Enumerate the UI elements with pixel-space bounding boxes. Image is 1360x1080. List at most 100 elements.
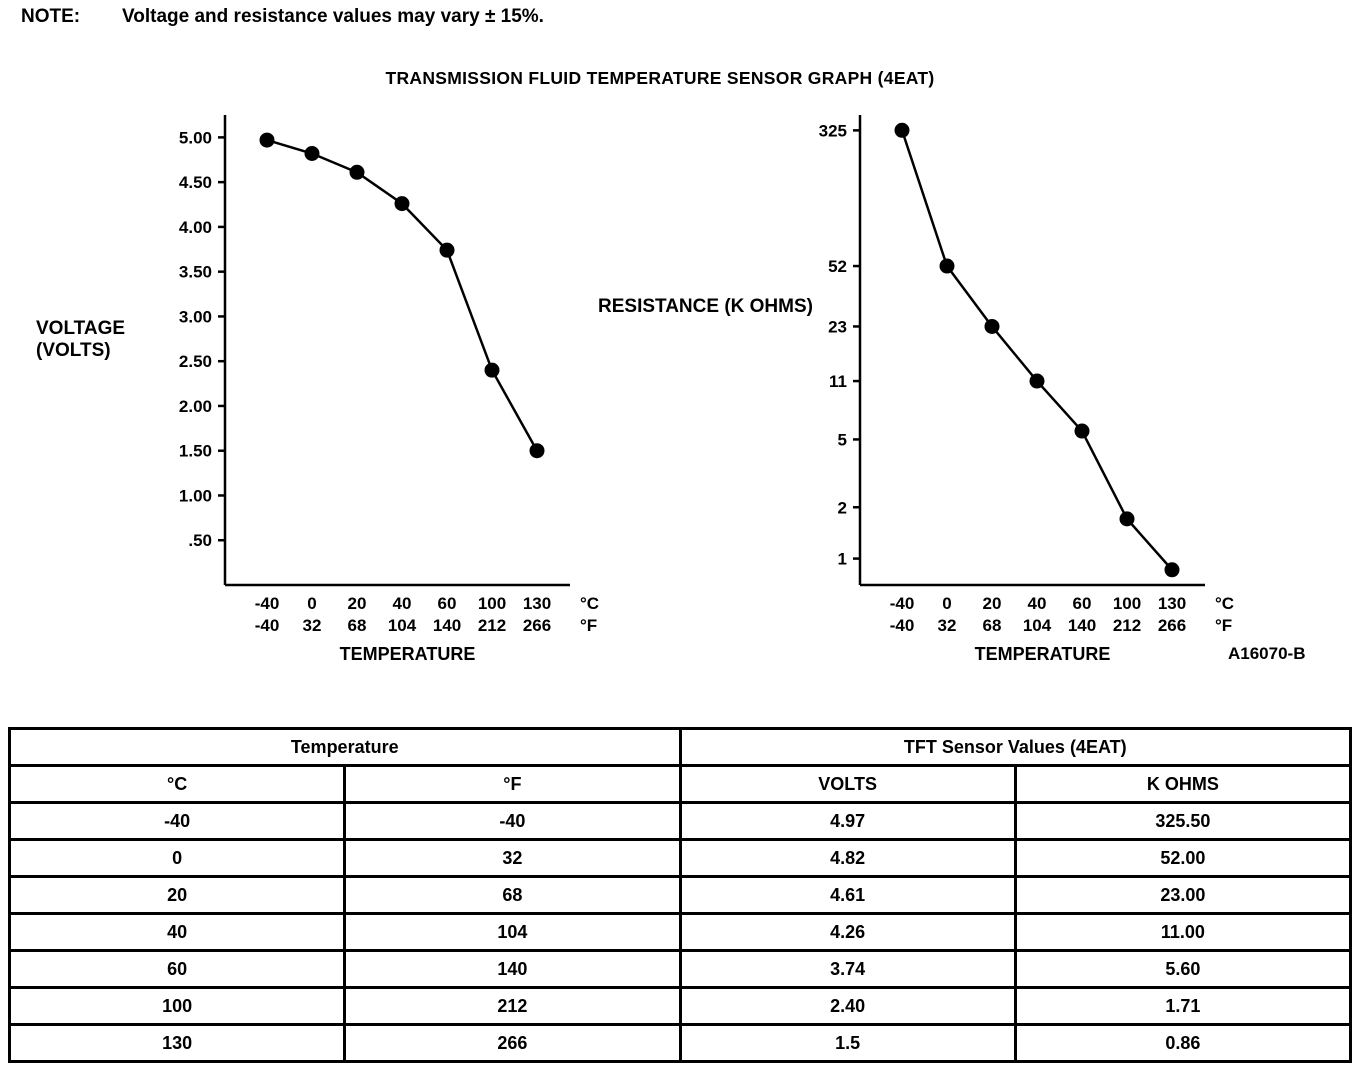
svg-text:40: 40 — [393, 594, 412, 613]
table-row: 60 140 3.74 5.60 — [7, 949, 1353, 989]
col-header-fahrenheit: °F — [343, 764, 682, 804]
svg-text:20: 20 — [983, 594, 1002, 613]
cell-fahrenheit: 32 — [343, 838, 682, 878]
svg-text:°F: °F — [580, 616, 597, 635]
table-row: 130 266 1.5 0.86 — [7, 1023, 1353, 1063]
cell-fahrenheit: 266 — [343, 1023, 682, 1063]
svg-text:40: 40 — [1028, 594, 1047, 613]
voltage-chart: 5.00 4.50 4.00 3.50 3.00 2.50 2.00 1.50 1.00 .50 -… — [179, 115, 599, 635]
cell-volts: 4.97 — [678, 801, 1017, 841]
svg-text:1.00: 1.00 — [179, 486, 212, 505]
voltage-axis-label: VOLTAGE (VOLTS) — [36, 318, 126, 361]
table-row: -40 -40 4.97 325.50 — [7, 801, 1353, 841]
svg-text:3.50: 3.50 — [179, 263, 212, 282]
cell-kohms: 325.50 — [1013, 801, 1353, 841]
svg-text:130: 130 — [523, 594, 551, 613]
cell-kohms: 11.00 — [1013, 912, 1353, 952]
cell-fahrenheit: -40 — [343, 801, 682, 841]
svg-text:5: 5 — [838, 430, 847, 449]
svg-text:0: 0 — [942, 594, 951, 613]
svg-text:266: 266 — [1158, 616, 1186, 635]
cell-volts: 1.5 — [678, 1023, 1017, 1063]
cell-fahrenheit: 104 — [343, 912, 682, 952]
svg-text:140: 140 — [433, 616, 461, 635]
note-label: NOTE: — [21, 6, 81, 27]
cell-celsius: 0 — [7, 838, 347, 878]
col-header-kohms: K OHMS — [1013, 764, 1353, 804]
note-text: Voltage and resistance values may vary ±… — [122, 6, 544, 27]
svg-text:68: 68 — [348, 616, 367, 635]
svg-text:2: 2 — [838, 498, 847, 517]
cell-celsius: 20 — [7, 875, 347, 915]
svg-text:60: 60 — [438, 594, 457, 613]
cell-celsius: 130 — [7, 1023, 347, 1063]
cell-volts: 3.74 — [678, 949, 1017, 989]
table-row: 0 32 4.82 52.00 — [7, 838, 1353, 878]
resistance-chart: 325522311521-40-400322068401046014010021… — [819, 115, 1234, 635]
svg-text:325: 325 — [819, 121, 847, 140]
svg-text:-40: -40 — [255, 616, 280, 635]
svg-text:-40: -40 — [890, 594, 915, 613]
svg-text:5.00: 5.00 — [179, 128, 212, 147]
cell-kohms: 23.00 — [1013, 875, 1353, 915]
svg-text:4.50: 4.50 — [179, 173, 212, 192]
cell-volts: 4.61 — [678, 875, 1017, 915]
svg-text:-40: -40 — [890, 616, 915, 635]
cell-celsius: -40 — [7, 801, 347, 841]
note: NOTE: Voltage and resistance values may … — [21, 6, 544, 28]
svg-text:°C: °C — [1215, 594, 1234, 613]
svg-text:140: 140 — [1068, 616, 1096, 635]
table-row: 100 212 2.40 1.71 — [7, 986, 1353, 1026]
svg-text:°C: °C — [580, 594, 599, 613]
svg-text:2.50: 2.50 — [179, 352, 212, 371]
svg-text:212: 212 — [478, 616, 506, 635]
svg-text:52: 52 — [828, 257, 847, 276]
cell-celsius: 60 — [7, 949, 347, 989]
svg-text:23: 23 — [828, 317, 847, 336]
cell-fahrenheit: 212 — [343, 986, 682, 1026]
svg-text:1.50: 1.50 — [179, 442, 212, 461]
svg-text:104: 104 — [388, 616, 417, 635]
cell-kohms: 52.00 — [1013, 838, 1353, 878]
cell-celsius: 100 — [7, 986, 347, 1026]
svg-text:-40: -40 — [255, 594, 280, 613]
table-header-tft-sensor-values: TFT Sensor Values (4EAT) — [678, 727, 1352, 767]
table-header-temperature: Temperature — [8, 727, 682, 767]
cell-volts: 2.40 — [678, 986, 1017, 1026]
svg-text:212: 212 — [1113, 616, 1141, 635]
svg-text:130: 130 — [1158, 594, 1186, 613]
svg-text:100: 100 — [1113, 594, 1141, 613]
svg-text:0: 0 — [307, 594, 316, 613]
svg-text:60: 60 — [1073, 594, 1092, 613]
cell-volts: 4.82 — [678, 838, 1017, 878]
svg-text:266: 266 — [523, 616, 551, 635]
svg-text:3.00: 3.00 — [179, 307, 212, 326]
table-row: 40 104 4.26 11.00 — [7, 912, 1353, 952]
table-column-header-row: °C °F VOLTS K OHMS — [7, 764, 1353, 804]
table-row: 20 68 4.61 23.00 — [7, 875, 1353, 915]
cell-kohms: 1.71 — [1013, 986, 1353, 1026]
svg-text:11: 11 — [829, 372, 847, 391]
svg-text:°F: °F — [1215, 616, 1232, 635]
svg-text:32: 32 — [938, 616, 957, 635]
cell-fahrenheit: 68 — [343, 875, 682, 915]
svg-text:104: 104 — [1023, 616, 1052, 635]
col-header-celsius: °C — [7, 764, 347, 804]
resistance-chart-x-axis-label: TEMPERATURE — [974, 644, 1111, 664]
cell-kohms: 5.60 — [1013, 949, 1353, 989]
charts-canvas: 5.00 4.50 4.00 3.50 3.00 2.50 2.00 1.50 1.00 .50 -… — [179, 115, 1234, 635]
svg-text:100: 100 — [478, 594, 506, 613]
sensor-values-table: Temperature TFT Sensor Values (4EAT) °C … — [7, 727, 1353, 1063]
cell-volts: 4.26 — [678, 912, 1017, 952]
svg-text:68: 68 — [983, 616, 1002, 635]
svg-text:1: 1 — [838, 550, 847, 569]
svg-text:32: 32 — [303, 616, 322, 635]
cell-fahrenheit: 140 — [343, 949, 682, 989]
cell-kohms: 0.86 — [1013, 1023, 1353, 1063]
cell-celsius: 40 — [7, 912, 347, 952]
figure-code: A16070-B — [1228, 644, 1306, 663]
svg-text:4.00: 4.00 — [179, 218, 212, 237]
figure-title: TRANSMISSION FLUID TEMPERATURE SENSOR GR… — [385, 68, 935, 88]
svg-text:20: 20 — [348, 594, 367, 613]
col-header-volts: VOLTS — [678, 764, 1017, 804]
